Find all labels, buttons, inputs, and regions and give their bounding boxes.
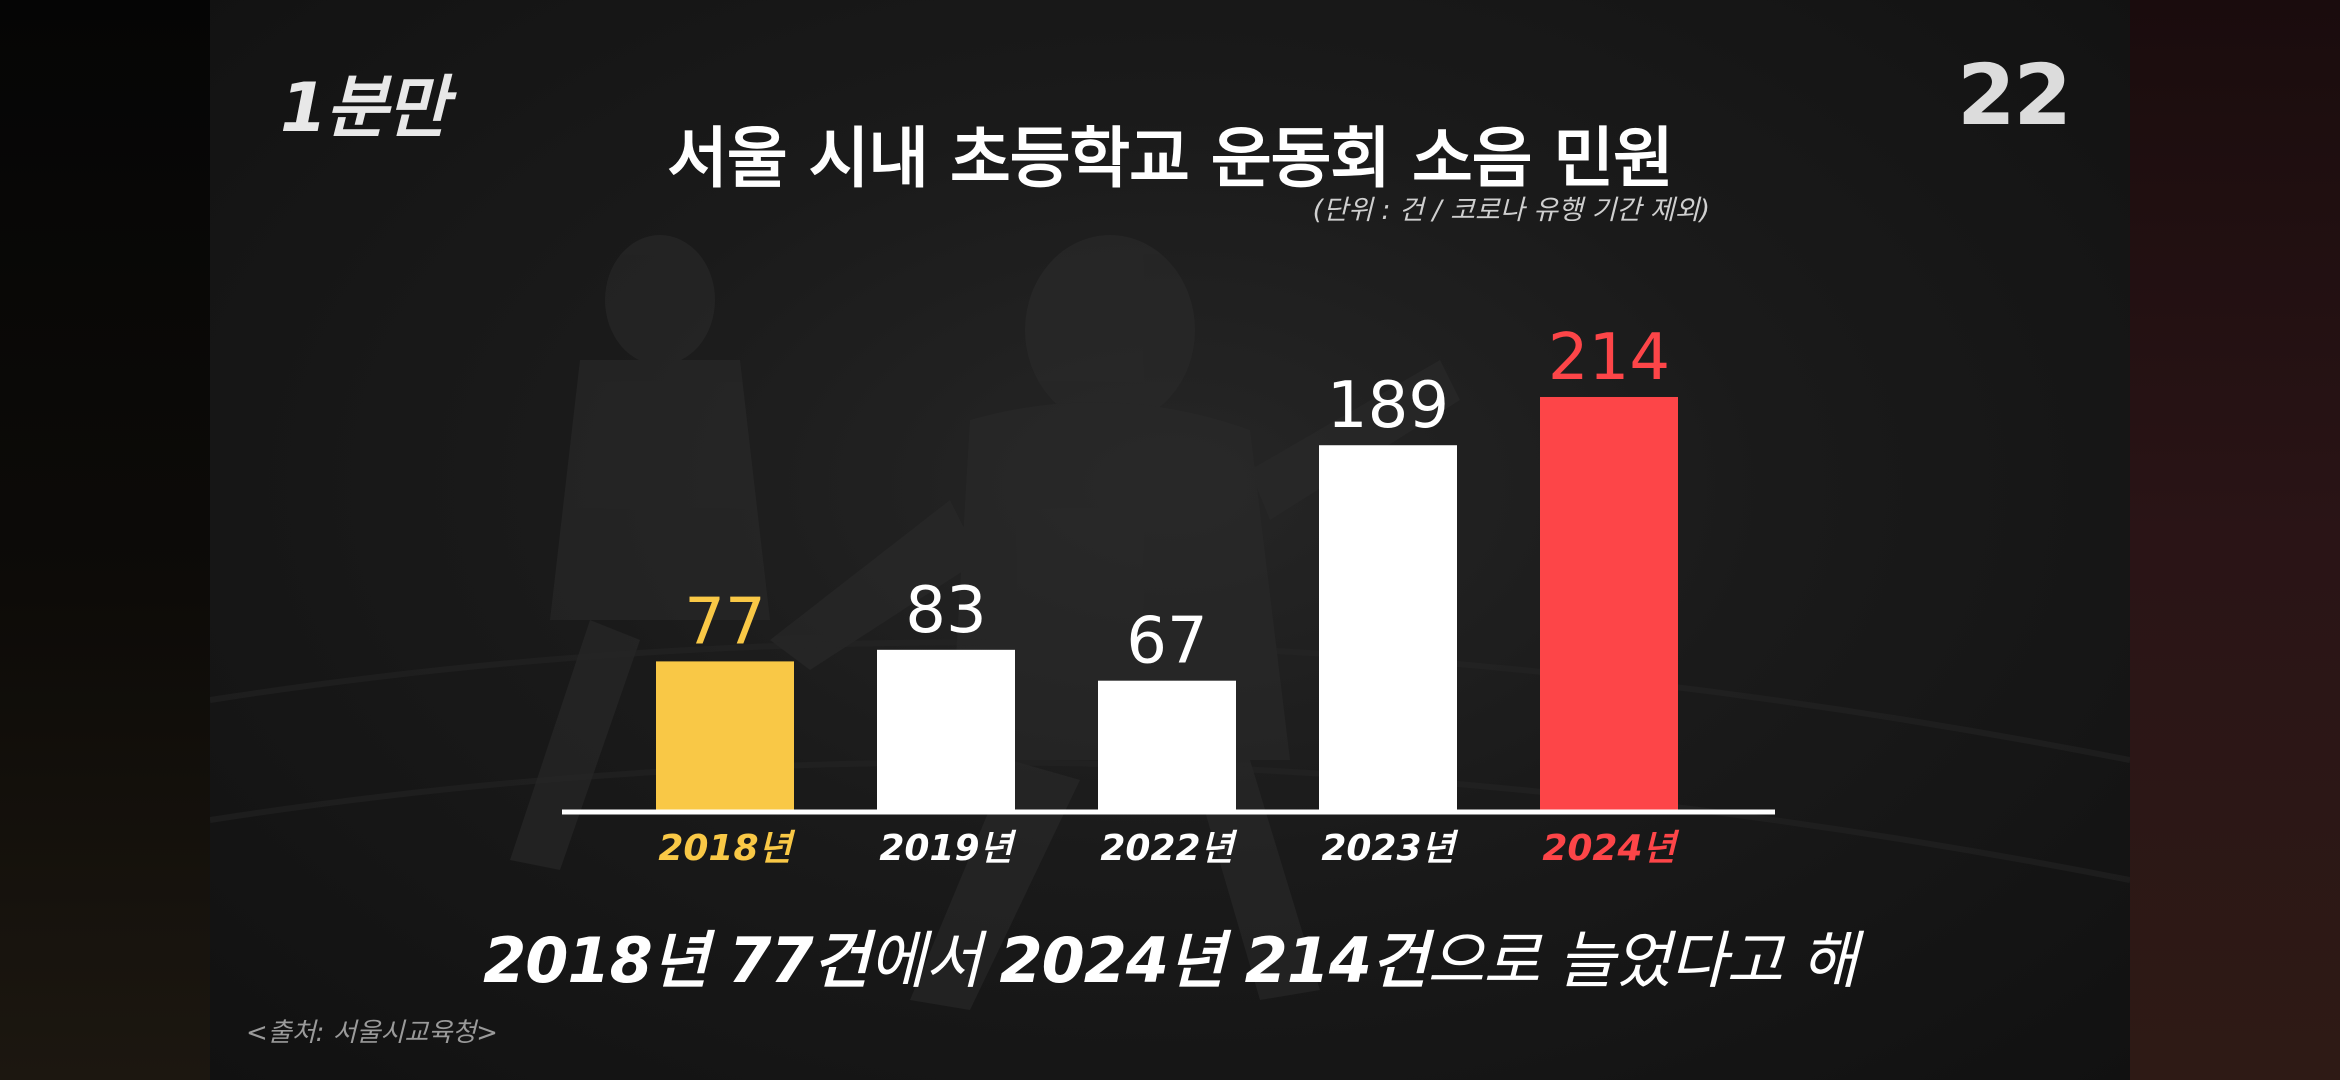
source-credit: <출처: 서울시교육청> <box>246 1018 498 1048</box>
data-label-2022년: 67 <box>1126 605 1207 679</box>
caption-part-1: 2018년 77건 <box>483 924 870 997</box>
left-letterbox <box>0 0 210 1080</box>
data-label-2023년: 189 <box>1327 369 1449 443</box>
bar-2023년 <box>1319 445 1457 810</box>
data-label-2018년: 77 <box>684 585 765 659</box>
x-tick-label-2018년: 2018년 <box>658 828 795 869</box>
data-label-2019년: 83 <box>905 574 986 648</box>
caption-part-2: 에서 <box>868 924 1000 997</box>
right-letterbox <box>2130 0 2340 1080</box>
bar-chart: 77 2018년 83 2019년 67 2022년 189 2023년 214 2024년 <box>562 321 1775 869</box>
x-tick-label-2024년: 2024년 <box>1542 828 1679 869</box>
background-photo <box>210 235 2130 1010</box>
chart-unit-note: (단위 : 건 / 코로나 유행 기간 제외) <box>1312 195 1710 226</box>
data-label-2024년: 214 <box>1548 321 1670 395</box>
chart-title: 서울 시내 초등학교 운동회 소음 민원 <box>667 120 1674 197</box>
x-tick-label-2019년: 2019년 <box>879 828 1016 869</box>
caption-part-4: 으로 늘었다고 해 <box>1427 924 1858 997</box>
bar-2019년 <box>877 649 1015 810</box>
x-tick-label-2023년: 2023년 <box>1321 828 1458 869</box>
video-frame[interactable]: 1분만 22 서울 시내 초등학교 운동회 소음 민원 (단위 : 건 / 코로… <box>210 0 2130 1080</box>
caption-part-3: 2024년 214건 <box>999 924 1428 997</box>
caption-subtitle: 2018년 77건에서 2024년 214건으로 늘었다고 해 <box>210 910 2130 1000</box>
bar-2018년 <box>656 661 794 810</box>
channel-logo: 1분만 <box>280 69 448 148</box>
bar-2024년 <box>1540 396 1678 810</box>
episode-number: 22 <box>1957 46 2072 144</box>
x-tick-label-2022년: 2022년 <box>1100 828 1237 869</box>
bar-2022년 <box>1098 680 1236 810</box>
